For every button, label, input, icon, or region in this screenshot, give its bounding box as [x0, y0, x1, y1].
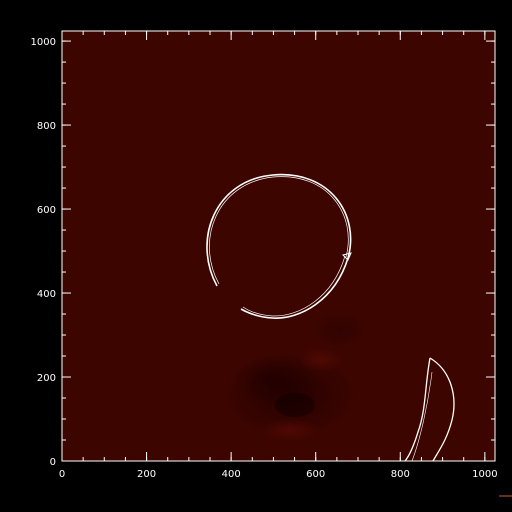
y-tick-label: 800: [37, 121, 56, 132]
y-tick-label: 1000: [31, 37, 56, 48]
y-tick-label: 400: [37, 289, 56, 300]
plot-frame: [61, 30, 496, 462]
y-tick-label: 200: [37, 373, 56, 384]
y-tick-label: 600: [37, 205, 56, 216]
x-tick-label: 200: [137, 469, 156, 480]
dark-region: [220, 310, 370, 442]
x-tick-label: 1000: [472, 469, 497, 480]
x-tick-label: 0: [59, 469, 65, 480]
axis-ticks: [61, 31, 495, 462]
x-tick-label: 600: [306, 469, 325, 480]
axis-tick-labels: 0 200 400 600 800 1000 0 200 400 600 800 1000: [31, 37, 498, 480]
circle-contour: [206, 173, 352, 319]
right-contour: [404, 357, 455, 462]
x-tick-label: 400: [222, 469, 241, 480]
x-tick-label: 800: [391, 469, 410, 480]
y-tick-label: 0: [50, 457, 56, 468]
